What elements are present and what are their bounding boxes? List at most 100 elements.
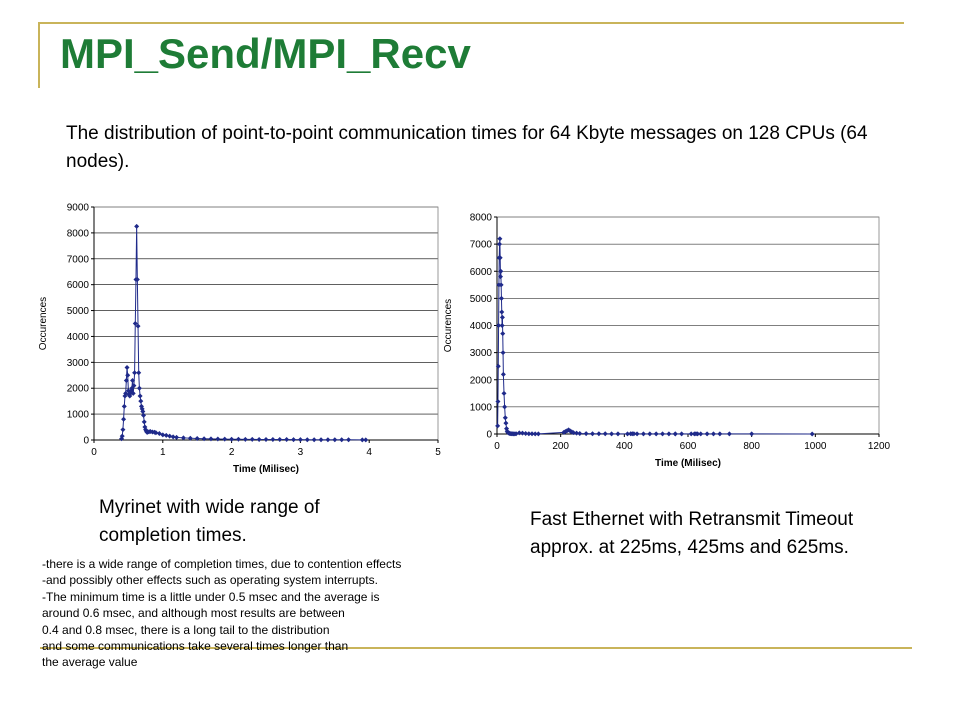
x-tick-label: 2 bbox=[229, 447, 235, 458]
data-point bbox=[498, 268, 504, 274]
note-line: the average value bbox=[42, 655, 138, 670]
data-point bbox=[120, 427, 126, 433]
data-point bbox=[270, 436, 276, 442]
data-point bbox=[679, 431, 685, 437]
data-point bbox=[688, 431, 694, 437]
data-point bbox=[167, 433, 173, 439]
data-point bbox=[503, 420, 509, 426]
data-point bbox=[249, 436, 255, 442]
data-point bbox=[318, 437, 324, 443]
x-tick-label: 400 bbox=[616, 441, 633, 452]
fast-ethernet-caption: Fast Ethernet with Retransmit Timeout ap… bbox=[530, 509, 854, 558]
data-point bbox=[497, 241, 503, 247]
y-tick-label: 4000 bbox=[67, 332, 90, 343]
data-point bbox=[698, 431, 704, 437]
data-point bbox=[187, 435, 193, 441]
data-point bbox=[749, 431, 755, 437]
data-point bbox=[498, 282, 504, 288]
y-tick-label: 6000 bbox=[470, 267, 493, 278]
x-tick-label: 0 bbox=[91, 447, 97, 458]
data-point bbox=[256, 436, 262, 442]
data-point bbox=[602, 431, 608, 437]
data-point bbox=[574, 430, 580, 436]
data-point bbox=[153, 430, 159, 436]
data-point bbox=[495, 363, 501, 369]
data-point bbox=[596, 431, 602, 437]
data-point bbox=[500, 350, 506, 356]
data-point bbox=[615, 431, 621, 437]
data-point bbox=[135, 323, 141, 329]
data-point bbox=[609, 431, 615, 437]
data-point bbox=[577, 430, 583, 436]
data-point bbox=[502, 415, 508, 421]
data-point bbox=[704, 431, 710, 437]
data-point bbox=[583, 431, 589, 437]
note-line: and some communications take several tim… bbox=[42, 639, 349, 654]
y-axis-title: Occurences bbox=[38, 297, 49, 350]
data-point bbox=[532, 431, 538, 437]
data-point bbox=[134, 276, 140, 282]
data-point bbox=[499, 314, 505, 320]
data-point bbox=[526, 431, 532, 437]
y-tick-label: 0 bbox=[486, 430, 492, 441]
myrinet-caption: Myrinet with wide range of completion ti… bbox=[99, 497, 320, 546]
note-line: -there is a wide range of completion tim… bbox=[42, 557, 402, 571]
y-tick-label: 4000 bbox=[470, 321, 493, 332]
data-point bbox=[124, 365, 130, 371]
data-point bbox=[634, 431, 640, 437]
data-point bbox=[132, 370, 138, 376]
data-point bbox=[710, 431, 716, 437]
x-axis-title: Time (Milisec) bbox=[233, 464, 299, 475]
data-point bbox=[131, 383, 137, 389]
y-tick-label: 8000 bbox=[67, 228, 90, 239]
data-point bbox=[590, 431, 595, 437]
data-point bbox=[570, 430, 576, 436]
y-tick-label: 1000 bbox=[67, 410, 90, 421]
data-point bbox=[499, 323, 505, 328]
data-point bbox=[500, 331, 506, 337]
y-tick-label: 3000 bbox=[67, 358, 90, 369]
x-tick-label: 3 bbox=[298, 447, 304, 458]
data-point bbox=[359, 437, 365, 443]
data-point bbox=[498, 295, 504, 301]
data-point bbox=[130, 377, 136, 383]
data-point bbox=[263, 436, 269, 442]
data-point bbox=[495, 423, 501, 429]
data-point bbox=[121, 403, 127, 409]
data-point bbox=[640, 431, 646, 437]
data-point bbox=[631, 431, 637, 437]
data-point bbox=[137, 393, 143, 399]
data-point bbox=[235, 436, 241, 442]
data-point bbox=[138, 398, 144, 404]
x-tick-label: 800 bbox=[743, 441, 760, 452]
data-point bbox=[516, 430, 522, 436]
data-point bbox=[141, 412, 147, 418]
data-point bbox=[496, 323, 502, 328]
data-point bbox=[325, 437, 331, 443]
y-tick-label: 7000 bbox=[67, 254, 90, 265]
y-tick-label: 5000 bbox=[67, 306, 90, 317]
x-axis-title: Time (Milisec) bbox=[655, 458, 721, 469]
data-point bbox=[208, 436, 214, 442]
data-point bbox=[672, 431, 678, 437]
data-point bbox=[332, 437, 338, 443]
x-tick-label: 600 bbox=[680, 441, 697, 452]
data-point bbox=[499, 309, 505, 315]
data-point bbox=[502, 404, 508, 410]
data-point bbox=[726, 431, 732, 437]
y-tick-label: 9000 bbox=[67, 203, 90, 214]
data-point bbox=[523, 430, 529, 436]
data-point bbox=[497, 236, 503, 242]
note-line: 0.4 and 0.8 msec, there is a long tail t… bbox=[42, 622, 330, 637]
data-point bbox=[194, 435, 200, 441]
data-point bbox=[132, 321, 138, 326]
data-point bbox=[174, 434, 180, 440]
data-point bbox=[695, 431, 701, 437]
data-point bbox=[121, 416, 127, 422]
x-tick-label: 200 bbox=[552, 441, 569, 452]
y-tick-label: 8000 bbox=[470, 213, 493, 224]
data-point bbox=[519, 430, 525, 436]
data-point bbox=[666, 431, 672, 437]
data-point bbox=[141, 419, 147, 425]
